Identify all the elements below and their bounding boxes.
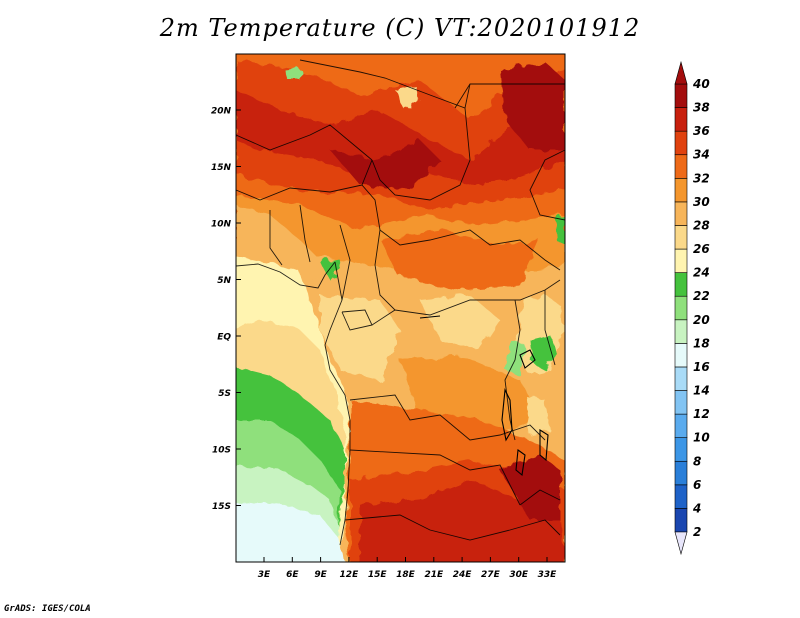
colorbar-box bbox=[674, 437, 688, 462]
colorbar-label: 8 bbox=[693, 454, 701, 468]
colorbar-label: 24 bbox=[693, 266, 710, 280]
lakes bbox=[419, 315, 549, 477]
colorbar-label: 38 bbox=[693, 101, 710, 115]
colorbar-box bbox=[674, 295, 688, 321]
lon-tick-label: 12E bbox=[340, 570, 360, 580]
lon-tick-label: 6E bbox=[286, 570, 299, 580]
colorbar-box bbox=[674, 225, 688, 250]
colorbar-under-triangle bbox=[674, 531, 688, 556]
colorbar-label: 12 bbox=[693, 407, 710, 421]
temperature-field bbox=[236, 54, 565, 562]
lon-tick-label: 9E bbox=[314, 570, 327, 580]
lat-tick-label: EQ bbox=[217, 333, 231, 343]
colorbar-label: 40 bbox=[692, 77, 710, 91]
lat-tick-label: 15N bbox=[211, 163, 232, 173]
colorbar-label: 34 bbox=[693, 148, 710, 162]
colorbar-label: 28 bbox=[693, 218, 710, 232]
colorbar-label: 20 bbox=[693, 313, 710, 327]
map-title: 2m Temperature (C) VT:2020101912 bbox=[159, 14, 641, 42]
colorbar-box bbox=[674, 248, 688, 273]
lon-tick-label: 3E bbox=[258, 570, 271, 580]
lon-tick-label: 24E bbox=[453, 570, 473, 580]
colorbar-label: 36 bbox=[693, 124, 710, 138]
lon-tick-label: 30E bbox=[509, 570, 529, 580]
colorbar-label: 22 bbox=[693, 289, 710, 303]
lon-tick-label: 33E bbox=[538, 570, 558, 580]
grads-credit: GrADS: IGES/COLA bbox=[4, 604, 91, 614]
lat-tick-label: 5S bbox=[218, 389, 231, 399]
lon-tick-label: 21E bbox=[424, 570, 444, 580]
colorbar-box bbox=[674, 130, 688, 156]
colorbar-label: 10 bbox=[693, 431, 710, 445]
colorbar-label: 30 bbox=[693, 195, 710, 209]
colorbar-box bbox=[674, 484, 688, 509]
colorbar-label: 14 bbox=[693, 384, 710, 398]
longitude-axis: 3E 6E 9E 12E 15E 18E 21E 24E 27E 30E 33E bbox=[258, 557, 557, 580]
colorbar-over-triangle bbox=[674, 60, 688, 85]
colorbar-box bbox=[674, 201, 688, 226]
lat-tick-label: 10S bbox=[212, 446, 231, 456]
colorbar-box bbox=[674, 390, 688, 415]
latitude-axis: 20N 15N 10N 5N EQ 5S 10S 15S bbox=[211, 107, 241, 512]
colorbar-box bbox=[674, 107, 688, 132]
colorbar-box bbox=[674, 319, 688, 344]
country-boundaries bbox=[236, 59, 565, 546]
colorbar-box bbox=[674, 508, 688, 533]
colorbar-box bbox=[674, 366, 688, 391]
colorbar-label: 18 bbox=[693, 336, 710, 350]
lat-tick-label: 10N bbox=[211, 220, 232, 230]
colorbar-label: 16 bbox=[693, 360, 710, 374]
colorbar-box bbox=[674, 460, 688, 486]
lat-tick-label: 15S bbox=[212, 502, 231, 512]
colorbar-box bbox=[674, 413, 688, 438]
colorbar-box bbox=[674, 178, 688, 203]
map-frame bbox=[235, 53, 566, 563]
colorbar-box bbox=[674, 83, 688, 108]
colorbar-label: 6 bbox=[693, 478, 701, 492]
lat-tick-label: 20N bbox=[211, 107, 232, 117]
colorbar-box bbox=[674, 343, 688, 368]
lon-tick-label: 15E bbox=[368, 570, 388, 580]
colorbar-label: 26 bbox=[693, 242, 710, 256]
colorbar-box bbox=[674, 272, 688, 297]
colorbar-label: 2 bbox=[693, 525, 701, 539]
lat-tick-label: 5N bbox=[217, 276, 231, 286]
colorbar-label: 32 bbox=[693, 171, 710, 185]
colorbar-label: 4 bbox=[692, 501, 701, 515]
lon-tick-label: 27E bbox=[481, 570, 501, 580]
colorbar-box bbox=[674, 154, 688, 179]
lon-tick-label: 18E bbox=[396, 570, 416, 580]
